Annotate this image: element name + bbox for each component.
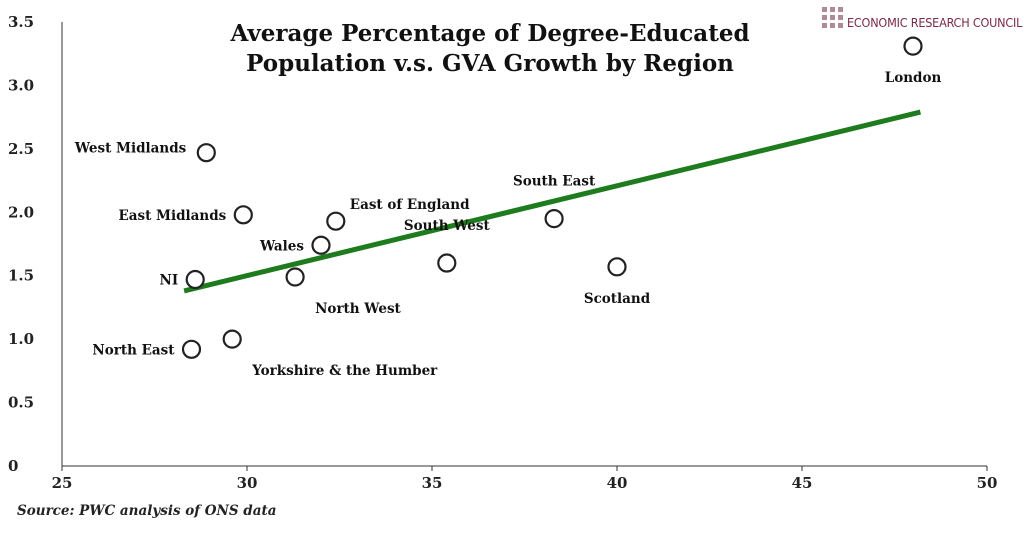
data-points (181, 36, 923, 359)
axes: 25 30 35 40 45 50 0 0.5 1.0 1.5 2.0 2.5 3.0 3.5 (8, 13, 997, 492)
data-point (437, 253, 457, 273)
trendline-group (183, 109, 921, 294)
y-tick-label: 0 (8, 457, 18, 475)
data-point (607, 257, 627, 277)
data-point-label: North West (315, 301, 401, 317)
x-tick-label: 25 (52, 474, 73, 492)
y-tick-label: 3.5 (8, 13, 34, 31)
data-point-label: West Midlands (74, 141, 187, 157)
data-point-label: North East (92, 342, 175, 358)
x-tick-label: 30 (237, 474, 258, 492)
brand-name: ECONOMIC RESEARCH COUNCIL (847, 15, 1023, 30)
chart-title-line-2: Population v.s. GVA Growth by Region (246, 50, 734, 77)
data-point (196, 143, 216, 163)
data-point (903, 36, 923, 56)
y-tick-label: 2.5 (8, 140, 34, 158)
y-tick-label: 0.5 (8, 394, 34, 412)
x-tick-label: 35 (422, 474, 443, 492)
data-point (285, 267, 305, 287)
data-point (222, 329, 242, 349)
grid-squares-logo-icon (822, 7, 843, 28)
data-point-label: Yorkshire & the Humber (251, 363, 438, 379)
data-point (233, 205, 253, 225)
data-point (311, 235, 331, 255)
data-point (185, 269, 205, 290)
trendline (183, 109, 921, 294)
data-point-label: East of England (350, 197, 470, 213)
y-tick-label: 1.5 (8, 267, 34, 285)
data-point-label: South East (513, 174, 596, 190)
data-point (544, 209, 564, 229)
data-point-label: NI (160, 273, 179, 289)
data-point-label: London (885, 70, 942, 86)
brand-logo: ECONOMIC RESEARCH COUNCIL (822, 6, 1022, 30)
data-point (326, 211, 346, 231)
data-point (181, 339, 202, 359)
data-point-label: East Midlands (118, 208, 226, 224)
data-point-label: Scotland (584, 291, 651, 307)
x-tick-label: 50 (977, 474, 998, 492)
point-labels: London West Midlands East Midlands East of … (74, 70, 942, 379)
x-tick-label: 40 (607, 474, 628, 492)
y-tick-label: 1.0 (8, 330, 34, 348)
chart-title-line-1: Average Percentage of Degree-Educated (229, 20, 749, 47)
x-tick-label: 45 (792, 474, 813, 492)
y-tick-label: 3.0 (8, 76, 34, 94)
source-note: Source: PWC analysis of ONS data (17, 503, 277, 519)
data-point-label: Wales (259, 238, 304, 254)
data-point-label: South West (404, 218, 491, 234)
y-tick-label: 2.0 (8, 203, 34, 221)
chart-title: Average Percentage of Degree-Educated Po… (229, 20, 749, 77)
